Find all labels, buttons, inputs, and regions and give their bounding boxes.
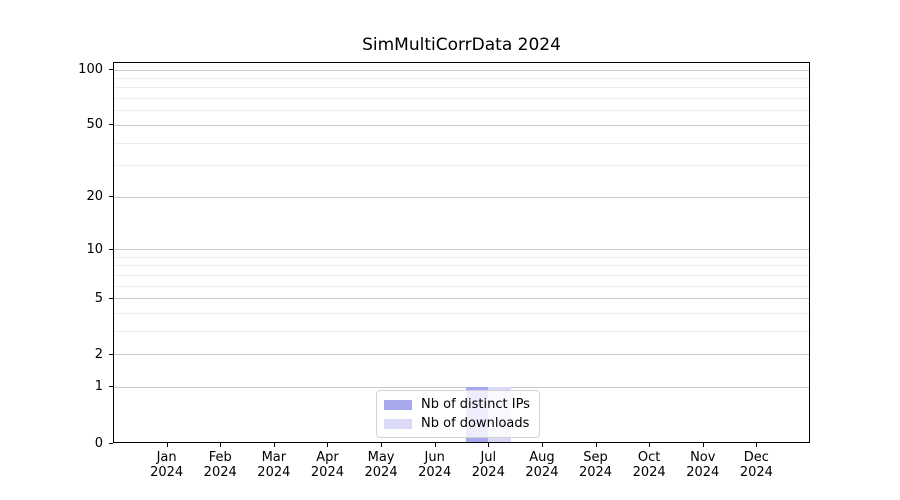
legend-entry: Nb of downloads: [384, 416, 530, 431]
x-tick-mark: [381, 443, 383, 447]
x-tick-year: 2024: [150, 465, 184, 480]
minor-gridline: [114, 87, 809, 89]
x-tick-month: Sep: [583, 450, 608, 465]
x-tick-mark: [166, 443, 168, 447]
y-tick-mark: [109, 353, 113, 355]
x-tick-month: Nov: [690, 450, 716, 465]
minor-gridline: [114, 142, 809, 144]
chart-title: SimMultiCorrData 2024: [362, 35, 561, 55]
y-tick-mark: [109, 248, 113, 250]
x-tick-month: Jul: [480, 450, 497, 465]
x-tick-label: Jun 2024: [408, 450, 462, 480]
y-tick-mark: [109, 442, 113, 444]
x-tick-year: 2024: [471, 465, 505, 480]
y-tick-mark: [109, 124, 113, 126]
x-tick-year: 2024: [203, 465, 237, 480]
x-tick-month: May: [367, 450, 395, 465]
minor-gridline: [114, 265, 809, 267]
x-tick-mark: [220, 443, 222, 447]
x-tick-label: Dec 2024: [729, 450, 783, 480]
minor-gridline: [114, 78, 809, 80]
major-gridline: [114, 124, 809, 126]
x-tick-year: 2024: [578, 465, 613, 480]
x-tick-year: 2024: [632, 465, 666, 480]
x-tick-mark: [327, 443, 329, 447]
x-tick-month: Jun: [424, 450, 445, 465]
y-tick-mark: [109, 386, 113, 388]
x-tick-label: Feb 2024: [193, 450, 247, 480]
x-tick-mark: [649, 443, 651, 447]
x-tick-mark: [434, 443, 436, 447]
x-tick-month: Mar: [261, 450, 287, 465]
legend-entry: Nb of distinct IPs: [384, 397, 530, 412]
y-tick-mark: [109, 69, 113, 71]
x-tick-year: 2024: [686, 465, 720, 480]
major-gridline: [114, 298, 809, 300]
x-tick-month: Oct: [637, 450, 661, 465]
major-gridline: [114, 249, 809, 250]
x-tick-label: Aug 2024: [515, 450, 569, 480]
x-tick-mark: [273, 443, 275, 447]
x-tick-year: 2024: [739, 465, 773, 480]
x-tick-mark: [595, 443, 597, 447]
minor-gridline: [114, 330, 809, 332]
x-tick-month: Aug: [529, 450, 555, 465]
x-tick-year: 2024: [364, 465, 398, 480]
x-tick-label: Apr 2024: [300, 450, 354, 480]
x-tick-mark: [756, 443, 758, 447]
y-tick-label: 2: [94, 346, 103, 362]
legend-label: Nb of downloads: [421, 416, 530, 431]
minor-gridline: [114, 98, 809, 100]
x-tick-mark: [702, 443, 704, 447]
minor-gridline: [114, 285, 809, 287]
x-tick-month: Apr: [316, 450, 339, 465]
major-gridline: [114, 386, 809, 388]
x-tick-mark: [488, 443, 490, 447]
x-tick-label: Jul 2024: [461, 450, 515, 480]
legend: Nb of distinct IPs Nb of downloads: [376, 390, 540, 438]
x-tick-year: 2024: [418, 465, 452, 480]
minor-gridline: [114, 165, 809, 167]
minor-gridline: [114, 274, 809, 276]
x-tick-year: 2024: [257, 465, 291, 480]
x-tick-month: Dec: [743, 450, 769, 465]
y-tick-mark: [109, 196, 113, 198]
legend-label: Nb of distinct IPs: [421, 397, 530, 412]
y-tick-label: 0: [94, 435, 103, 451]
x-tick-mark: [541, 443, 543, 447]
y-tick-label: 1: [94, 379, 103, 395]
y-tick-label: 5: [94, 290, 103, 306]
x-tick-year: 2024: [525, 465, 559, 480]
minor-gridline: [114, 110, 809, 112]
y-tick-mark: [109, 297, 113, 299]
y-tick-label: 50: [86, 117, 103, 133]
minor-gridline: [114, 256, 809, 258]
x-tick-label: May 2024: [354, 450, 408, 480]
y-tick-label: 100: [78, 62, 103, 78]
legend-swatch-icon: [384, 418, 412, 429]
x-tick-label: Sep 2024: [569, 450, 623, 480]
plot-area: [113, 62, 810, 443]
x-tick-label: Nov 2024: [676, 450, 730, 480]
y-tick-label: 20: [86, 189, 103, 205]
x-tick-year: 2024: [310, 465, 344, 480]
y-tick-label: 10: [86, 241, 103, 257]
minor-gridline: [114, 312, 809, 314]
x-tick-month: Feb: [208, 450, 232, 465]
major-gridline: [114, 354, 809, 356]
major-gridline: [114, 69, 809, 71]
x-tick-label: Oct 2024: [622, 450, 676, 480]
legend-swatch-icon: [384, 399, 412, 410]
x-tick-label: Mar 2024: [247, 450, 301, 480]
major-gridline: [114, 196, 809, 198]
x-tick-month: Jan: [156, 450, 177, 465]
x-tick-label: Jan 2024: [140, 450, 194, 480]
